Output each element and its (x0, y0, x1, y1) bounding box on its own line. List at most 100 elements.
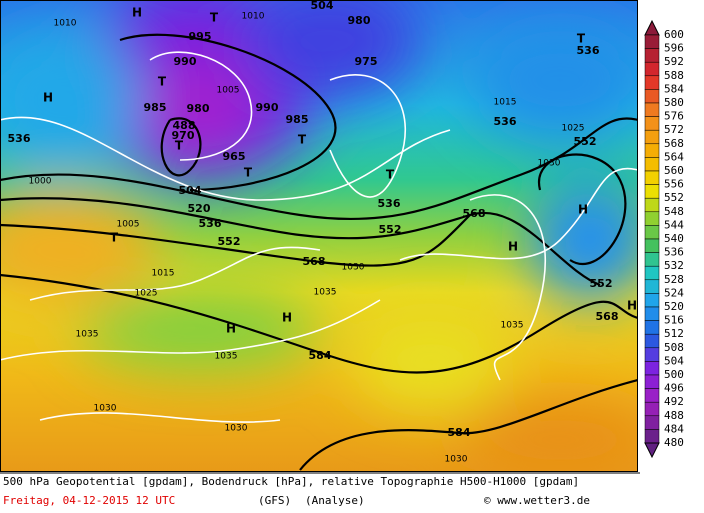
colorbar-label: 500 (664, 368, 684, 381)
colorbar-label: 524 (664, 286, 684, 299)
map-label: T (577, 32, 586, 46)
colorbar-label: 564 (664, 150, 684, 163)
map-label: 1025 (135, 289, 158, 299)
colorbar-cell (644, 265, 660, 281)
colorbar-arrow-top (644, 19, 660, 36)
colorbar-label: 576 (664, 110, 684, 123)
map-label: 980 (348, 14, 371, 27)
map-label: 1030 (538, 159, 561, 169)
map-label: 520 (188, 202, 211, 215)
map-label: 965 (223, 150, 246, 163)
map-label: 552 (574, 135, 597, 148)
colorbar-label: 496 (664, 382, 684, 395)
colorbar-label: 560 (664, 164, 684, 177)
colorbar-cell (644, 306, 660, 321)
colorbar-label: 484 (664, 422, 684, 435)
footer-run: (Analyse) (305, 494, 365, 507)
colorbar-label: 572 (664, 123, 684, 136)
map-label: 1035 (215, 352, 238, 362)
colorbar-label: 528 (664, 273, 684, 286)
map-label: 1030 (342, 263, 365, 273)
colorbar-label: 600 (664, 28, 684, 41)
map-field (0, 0, 638, 472)
colorbar-label: 588 (664, 69, 684, 82)
colorbar-label: 512 (664, 327, 684, 340)
map-label: 980 (187, 102, 210, 115)
colorbar-label: 488 (664, 409, 684, 422)
colorbar-cell (644, 388, 660, 403)
map-label: 1000 (29, 177, 52, 187)
colorbar-cell (644, 102, 660, 117)
colorbar-cell (644, 320, 660, 335)
footer-caption: 500 hPa Geopotential [gpdam], Bodendruck… (3, 475, 579, 488)
map-label: 536 (199, 217, 222, 230)
map-label: T (158, 75, 167, 89)
map-label: 488 (173, 119, 196, 132)
map-label: 504 (179, 184, 202, 197)
map-label: H (132, 6, 142, 20)
map-label: 1035 (501, 321, 524, 331)
colorbar-label: 584 (664, 82, 684, 95)
footer-date: Freitag, 04-12-2015 12 UTC (3, 494, 175, 507)
colorbar-cell (644, 170, 660, 185)
map-label: 536 (494, 115, 517, 128)
colorbar-cell (644, 279, 660, 294)
colorbar-cell (644, 34, 660, 49)
colorbar-cell (644, 293, 660, 308)
map-label: T (110, 231, 119, 245)
colorbar-label: 568 (664, 137, 684, 150)
map-label: 1030 (445, 455, 468, 465)
colorbar-cell (644, 374, 660, 389)
map-label: 1030 (94, 404, 117, 414)
map-label: 1005 (117, 220, 140, 230)
colorbar-label: 536 (664, 246, 684, 259)
map-label: 1035 (76, 330, 99, 340)
colorbar-label: 516 (664, 314, 684, 327)
colorbar-label: 592 (664, 55, 684, 68)
colorbar-cell (644, 75, 660, 90)
map-label: 985 (286, 113, 309, 126)
colorbar-label: 580 (664, 96, 684, 109)
map-label: T (298, 133, 307, 147)
map-label: 1035 (314, 288, 337, 298)
map-label: 1015 (152, 269, 175, 279)
map-label: 536 (378, 197, 401, 210)
colorbar-cell (644, 238, 660, 253)
map-label: H (282, 311, 292, 325)
map-label: 1010 (242, 12, 265, 22)
colorbar-cell (644, 129, 660, 145)
map-label: 504 (311, 0, 334, 12)
colorbar-cell (644, 225, 660, 240)
map-label: H (226, 322, 236, 336)
colorbar-label: 480 (664, 436, 684, 449)
map-label: 536 (8, 132, 31, 145)
map-label: 970 (172, 129, 195, 142)
colorbar-cell (644, 361, 660, 376)
map-label: 975 (355, 55, 378, 68)
colorbar-cell (644, 401, 660, 417)
map-frame (0, 0, 638, 472)
map-label: 990 (256, 101, 279, 114)
map-label: 568 (596, 310, 619, 323)
map-label: H (508, 240, 518, 254)
map-label: T (386, 168, 395, 182)
map-label: 552 (590, 277, 613, 290)
map-label: 568 (463, 207, 486, 220)
colorbar-label: 548 (664, 205, 684, 218)
colorbar-cell (644, 347, 660, 362)
footer-credit: © www.wetter3.de (484, 494, 590, 507)
map-label: T (244, 166, 253, 180)
colorbar-label: 556 (664, 178, 684, 191)
map-label: 990 (174, 55, 197, 68)
map-label: T (175, 139, 184, 153)
map-label: 568 (303, 255, 326, 268)
colorbar-cell (644, 89, 660, 104)
map-label: H (627, 299, 637, 313)
map-label: H (578, 203, 588, 217)
colorbar-label: 596 (664, 42, 684, 55)
map-label: H (43, 91, 53, 105)
colorbar-label: 492 (664, 395, 684, 408)
colorbar-cell (644, 197, 660, 213)
